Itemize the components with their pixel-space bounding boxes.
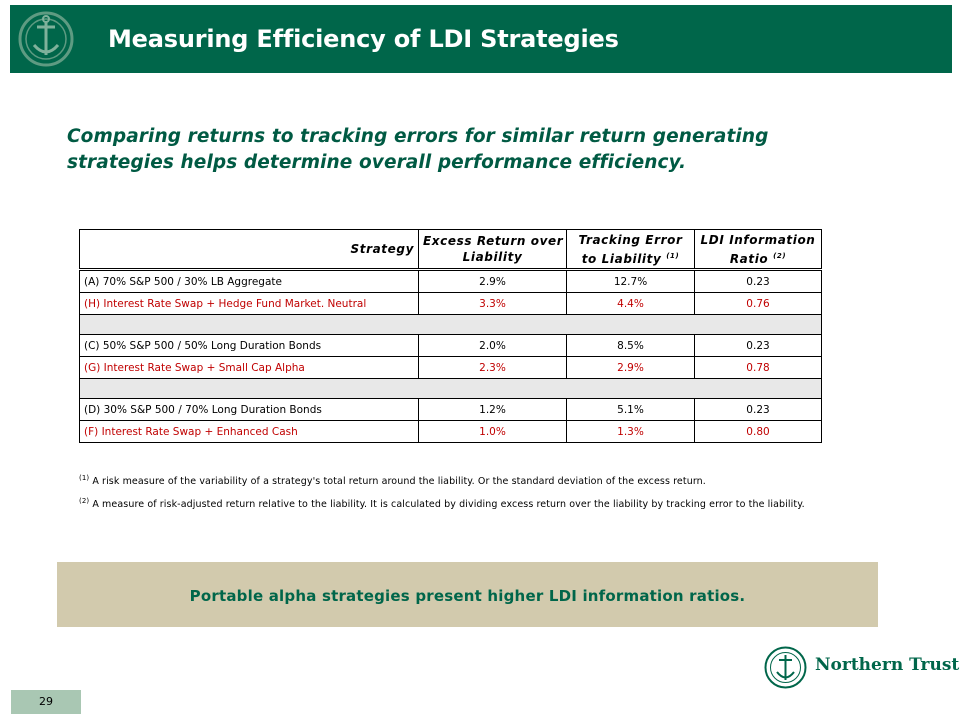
tracking-error: 4.4% [566, 292, 695, 315]
table-spacer-row [79, 378, 822, 399]
tracking-error: 8.5% [566, 334, 695, 357]
strategy-name: (H) Interest Rate Swap + Hedge Fund Mark… [79, 292, 419, 315]
page-title: Measuring Efficiency of LDI Strategies [108, 25, 619, 53]
tracking-error: 1.3% [566, 420, 695, 443]
subtitle: Comparing returns to tracking errors for… [67, 126, 769, 173]
col-header-ratio-line1: LDI Information [700, 232, 816, 247]
footnote-2-marker: (2) [79, 497, 90, 505]
info-ratio: 0.80 [694, 420, 822, 443]
anchor-seal-logo-icon [10, 5, 82, 73]
brand-name: Northern Trust [815, 655, 960, 675]
col-header-ratio-line2: Ratio [729, 251, 769, 266]
table-spacer-row [79, 314, 822, 335]
excess-return: 1.0% [418, 420, 567, 443]
brand-logo: Northern Trust [763, 645, 959, 690]
table-row-highlight: (G) Interest Rate Swap + Small Cap Alpha… [79, 356, 822, 379]
excess-return: 2.9% [418, 269, 567, 293]
header-bar: Measuring Efficiency of LDI Strategies [10, 5, 952, 73]
tracking-error: 12.7% [566, 269, 695, 293]
strategy-name: (A) 70% S&P 500 / 30% LB Aggregate [79, 269, 419, 293]
tracking-error: 2.9% [566, 356, 695, 379]
info-ratio: 0.78 [694, 356, 822, 379]
footnote-2: (2) A measure of risk-adjusted return re… [79, 497, 805, 510]
col-header-tracking-line2: to Liability [581, 251, 662, 266]
col-header-tracking-error: Tracking Error to Liability (1) [566, 229, 695, 271]
table-row: (D) 30% S&P 500 / 70% Long Duration Bond… [79, 398, 822, 421]
col-header-ratio-note: (2) [773, 251, 787, 260]
excess-return: 2.3% [418, 356, 567, 379]
col-header-excess-line2: Liability [462, 250, 523, 264]
col-header-excess-return: Excess Return over Liability [418, 229, 567, 271]
col-header-excess-line1: Excess Return over [423, 234, 564, 248]
footnote-1: (1) A risk measure of the variability of… [79, 474, 706, 487]
table-row-highlight: (F) Interest Rate Swap + Enhanced Cash 1… [79, 420, 822, 443]
table-row-highlight: (H) Interest Rate Swap + Hedge Fund Mark… [79, 292, 822, 315]
table-row: (C) 50% S&P 500 / 50% Long Duration Bond… [79, 334, 822, 357]
info-ratio: 0.76 [694, 292, 822, 315]
col-header-info-ratio: LDI Information Ratio (2) [694, 229, 822, 271]
col-header-tracking-note: (1) [666, 251, 680, 260]
strategy-name: (C) 50% S&P 500 / 50% Long Duration Bond… [79, 334, 419, 357]
info-ratio: 0.23 [694, 398, 822, 421]
info-ratio: 0.23 [694, 269, 822, 293]
excess-return: 3.3% [418, 292, 567, 315]
tracking-error: 5.1% [566, 398, 695, 421]
strategy-name: (F) Interest Rate Swap + Enhanced Cash [79, 420, 419, 443]
excess-return: 2.0% [418, 334, 567, 357]
table-row: (A) 70% S&P 500 / 30% LB Aggregate 2.9% … [79, 269, 822, 293]
footnote-1-text: A risk measure of the variability of a s… [92, 476, 706, 488]
callout-box: Portable alpha strategies present higher… [57, 562, 878, 627]
efficiency-table: Strategy Excess Return over Liability Tr… [79, 229, 822, 443]
table-header-row: Strategy Excess Return over Liability Tr… [79, 229, 822, 271]
col-header-strategy: Strategy [79, 229, 419, 271]
strategy-name: (G) Interest Rate Swap + Small Cap Alpha [79, 356, 419, 379]
excess-return: 1.2% [418, 398, 567, 421]
strategy-name: (D) 30% S&P 500 / 70% Long Duration Bond… [79, 398, 419, 421]
anchor-seal-icon [764, 646, 807, 689]
page-number: 29 [11, 690, 81, 714]
col-header-tracking-line1: Tracking Error [578, 232, 683, 247]
footnote-1-marker: (1) [79, 474, 90, 482]
info-ratio: 0.23 [694, 334, 822, 357]
footnote-2-text: A measure of risk-adjusted return relati… [92, 499, 805, 511]
callout-text: Portable alpha strategies present higher… [189, 587, 746, 605]
